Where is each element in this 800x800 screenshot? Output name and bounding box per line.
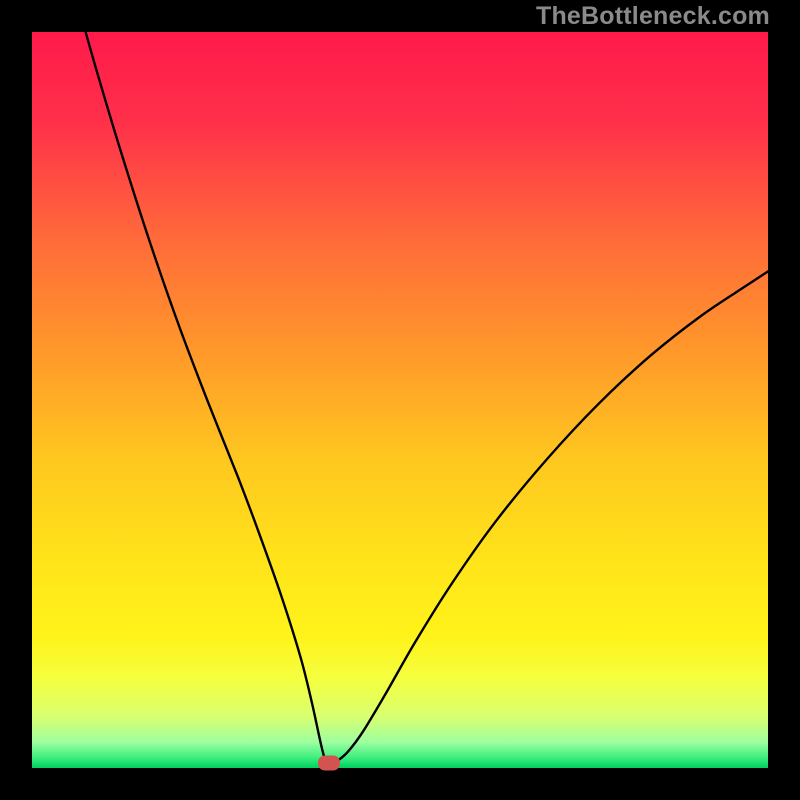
optimum-marker xyxy=(318,755,340,770)
chart-frame: TheBottleneck.com xyxy=(0,0,800,800)
watermark-text: TheBottleneck.com xyxy=(536,2,770,31)
bottleneck-curve xyxy=(32,32,768,768)
plot-area xyxy=(32,32,768,768)
